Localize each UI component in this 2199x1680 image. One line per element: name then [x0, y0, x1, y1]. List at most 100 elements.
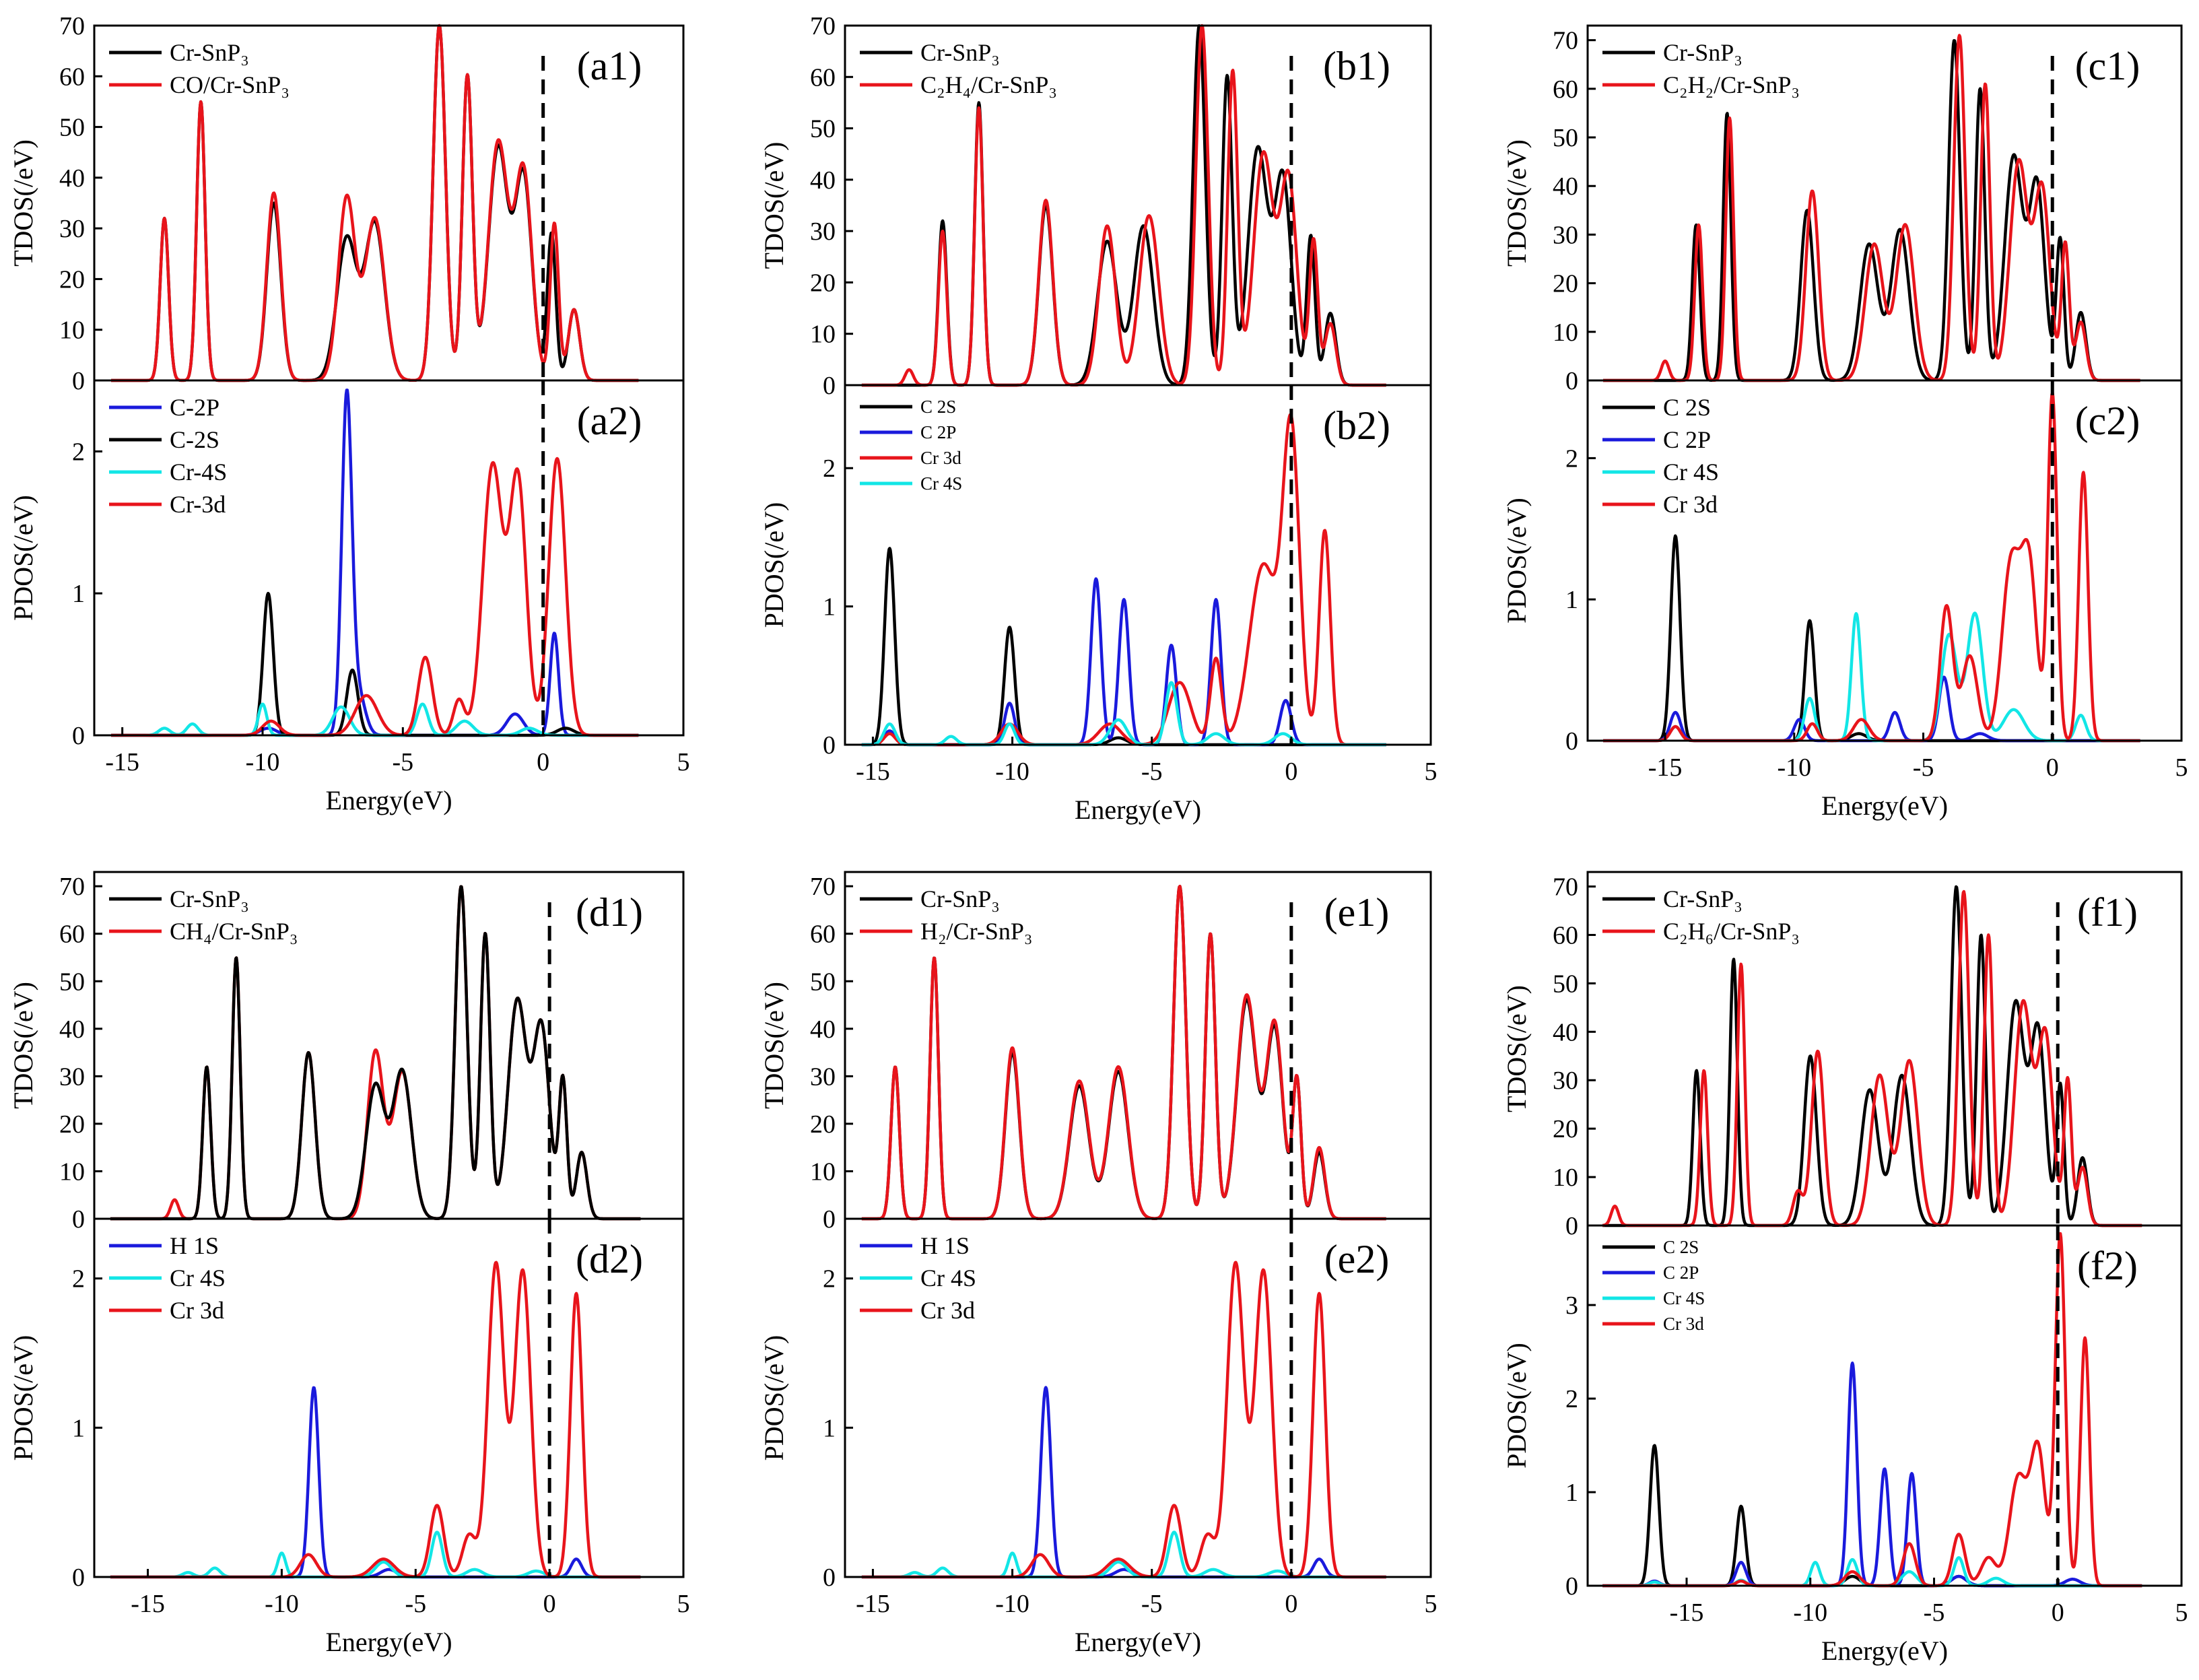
x-tick-label: -5: [1141, 1590, 1163, 1618]
y-tick-label: 10: [59, 316, 85, 345]
panel-a: 010203040506070TDOS(/eV)(a1)Cr-SnP₃CO/Cr…: [8, 12, 690, 815]
x-tick-label: -5: [1141, 758, 1163, 786]
y-tick-label: 40: [1553, 172, 1578, 201]
x-tick-label: 0: [543, 1590, 556, 1618]
plot-frame: [93, 379, 685, 737]
legend-label: Cr-SnP₃: [1663, 885, 1743, 912]
y-tick-label: 0: [1565, 1572, 1578, 1601]
panel-e: 010203040506070TDOS(/eV)(e1)Cr-SnP₃H₂/Cr…: [759, 871, 1437, 1657]
subplot-b1: 0 10 20 30 40 50 60 70 TDOS(/eV) (b1) Cr-SnP₃ C₂H₄/…: [759, 12, 1432, 400]
legend-label: H 1S: [170, 1232, 219, 1259]
x-tick-label: 0: [1285, 1590, 1297, 1618]
legend-label: C 2S: [1663, 1237, 1699, 1257]
y-tick-label: 70: [1553, 873, 1578, 902]
legend-label: Cr 4S: [1663, 1288, 1705, 1308]
subplot-c2: 0 1 2 PDOS(/eV) (c2) C 2S C 2P Cr 4S Cr 3d -15 -10…: [1501, 379, 2188, 821]
y-tick-label: 40: [810, 166, 836, 195]
legend-label: Cr-SnP₃: [170, 39, 249, 66]
plot-frame: [1586, 379, 2183, 742]
legend-label: Cr-SnP₃: [920, 39, 1000, 66]
subplot-e1: 0 10 20 30 40 50 60 70 TDOS(/eV) (e1) Cr-SnP₃ H₂/Cr…: [759, 871, 1432, 1234]
y-tick-label: 40: [59, 164, 85, 193]
legend-label: H₂/Cr-SnP₃: [920, 918, 1032, 945]
y-axis-label: TDOS(/eV): [8, 139, 38, 267]
legend-label: Cr-SnP₃: [920, 885, 1000, 912]
y-tick-label: 60: [810, 920, 836, 949]
x-tick-label: 5: [1425, 1590, 1437, 1618]
x-tick-label: 0: [2052, 1599, 2064, 1627]
panel-d: 010203040506070TDOS(/eV)(d1)Cr-SnP₃CH₄/C…: [8, 871, 690, 1657]
x-tick-label: -5: [405, 1590, 426, 1618]
x-axis-label: Energy(eV): [325, 785, 452, 815]
y-tick-label: 0: [72, 367, 85, 395]
plot-frame: [844, 1217, 1432, 1578]
y-tick-label: 50: [810, 968, 836, 996]
legend-label: H 1S: [920, 1232, 970, 1259]
x-axis-label: Energy(eV): [1821, 1636, 1948, 1666]
legend-label: Cr 4S: [920, 473, 962, 494]
panel-label: (f2): [2077, 1244, 2138, 1288]
x-tick-label: -15: [131, 1590, 165, 1618]
series-line-C₂H₄/Cr-SnP₃: [860, 24, 1388, 387]
y-tick-label: 10: [59, 1157, 85, 1186]
x-axis-label: Energy(eV): [325, 1627, 452, 1657]
y-tick-label: 30: [810, 217, 836, 246]
subplot-f1: 0 10 20 30 40 50 60 70 TDOS(/eV) (f1) Cr-SnP₃ C₂H₆/…: [1501, 871, 2183, 1240]
x-tick-label: -5: [1924, 1599, 1945, 1627]
y-tick-label: 20: [59, 1110, 85, 1139]
subplot-e2: 0 1 2 PDOS(/eV) (e2) H 1S Cr 4S Cr 3d -15 -10 -5 0 5…: [759, 1217, 1437, 1657]
y-tick-label: 3: [1565, 1291, 1578, 1320]
y-tick-label: 60: [1553, 921, 1578, 949]
y-tick-label: 0: [72, 722, 85, 750]
y-tick-label: 60: [59, 920, 85, 949]
legend-label: Cr 3d: [1663, 1314, 1704, 1334]
series-line-C 2P: [1601, 1362, 2143, 1588]
y-axis-label: TDOS(/eV): [1501, 985, 1532, 1112]
y-tick-label: 0: [823, 1564, 836, 1592]
series-line-Cr 3d: [1601, 1232, 2143, 1588]
x-tick-label: -15: [856, 1590, 890, 1618]
y-tick-label: 0: [72, 1564, 85, 1592]
y-axis-label: PDOS(/eV): [8, 495, 38, 621]
y-tick-label: 1: [823, 1414, 836, 1442]
series-line-C₂H₆/Cr-SnP₃: [1601, 889, 2143, 1228]
series-line-H 1S: [109, 1386, 642, 1579]
legend-label: C 2P: [920, 422, 956, 442]
y-tick-label: 1: [1565, 1479, 1578, 1507]
x-tick-label: 0: [2046, 753, 2059, 782]
legend-label: Cr 4S: [1663, 459, 1719, 485]
legend-label: C 2S: [1663, 394, 1711, 421]
y-axis-label: TDOS(/eV): [8, 982, 38, 1109]
subplot-c1: 0 10 20 30 40 50 60 70 TDOS(/eV) (c1) Cr-SnP₃ C₂H₂/…: [1501, 24, 2183, 395]
x-tick-label: 5: [2175, 753, 2188, 782]
series-line-C 2P: [860, 577, 1388, 747]
panel-label: (b1): [1323, 44, 1390, 88]
subplot-d2: 0 1 2 PDOS(/eV) (d2) H 1S Cr 4S Cr 3d -15 -10 -5 0 5…: [8, 1217, 690, 1657]
panel-label: (a2): [577, 399, 642, 443]
x-tick-label: -15: [105, 748, 139, 776]
y-tick-label: 40: [810, 1015, 836, 1044]
y-tick-label: 2: [72, 1265, 85, 1293]
y-tick-label: 70: [810, 873, 836, 901]
legend-label: C₂H₂/Cr-SnP₃: [1663, 71, 1800, 98]
panel-label: (d2): [576, 1237, 643, 1281]
y-tick-label: 20: [1553, 270, 1578, 298]
x-tick-label: -10: [995, 1590, 1029, 1618]
y-tick-label: 60: [1553, 75, 1578, 104]
y-tick-label: 20: [810, 1110, 836, 1139]
y-tick-label: 0: [823, 372, 836, 400]
x-tick-label: -10: [995, 758, 1029, 786]
x-tick-label: -15: [856, 758, 890, 786]
panel-label: (e1): [1324, 890, 1390, 935]
y-tick-label: 0: [1565, 727, 1578, 755]
y-tick-label: 10: [1553, 318, 1578, 347]
panel-label: (c1): [2075, 44, 2140, 88]
legend-label: C-2S: [170, 426, 219, 453]
y-axis-label: PDOS(/eV): [1501, 498, 1532, 624]
series-line-C₂H₂/Cr-SnP₃: [1602, 34, 2142, 382]
panel-label: (a1): [577, 44, 642, 88]
y-tick-label: 50: [1553, 970, 1578, 998]
y-tick-label: 10: [810, 321, 836, 349]
y-tick-label: 0: [1565, 367, 1578, 395]
y-tick-label: 2: [1565, 444, 1578, 473]
